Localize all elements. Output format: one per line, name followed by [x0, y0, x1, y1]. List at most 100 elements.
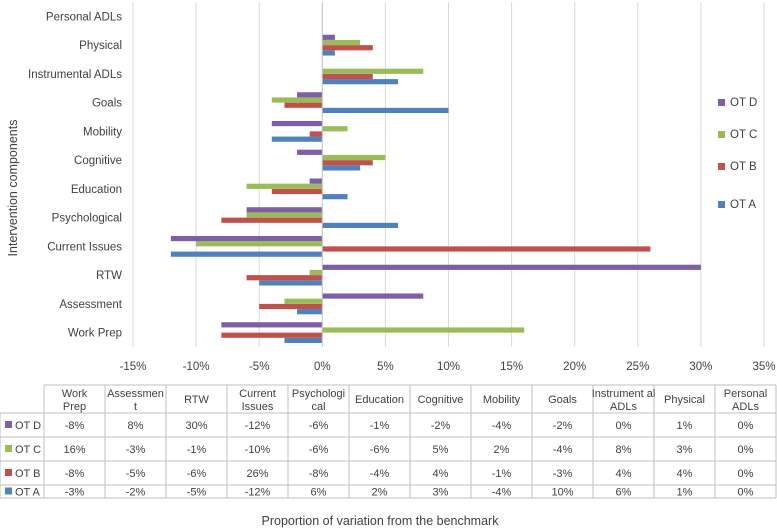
bar-ot-a-education [322, 194, 348, 200]
bar-ot-b-psychological [221, 217, 323, 223]
x-tick-label: 35% [752, 361, 775, 373]
category-label: Education [71, 184, 122, 196]
table-cell: 2% [494, 444, 510, 456]
table-cell: -5% [126, 468, 146, 480]
table-header: Assessmen t [107, 388, 164, 413]
bar-ot-b-education [271, 188, 323, 195]
legend-swatch [718, 131, 725, 138]
bar-ot-c-instrumental-adls [322, 68, 424, 74]
bar-ot-b-assessment [259, 303, 323, 310]
bar-ot-a-rtw [259, 280, 323, 286]
legend-label: OT D [730, 97, 757, 109]
table-cell: 30% [185, 420, 207, 432]
table-header: Instrument al ADLs [592, 388, 656, 413]
bars [170, 34, 701, 344]
bar-ot-d-current-issues [170, 235, 323, 242]
table-row-swatch [5, 421, 12, 428]
table-cell: -10% [245, 444, 271, 456]
bar-ot-c-cognitive [322, 154, 386, 161]
bar-ot-b-goals [284, 102, 323, 108]
x-tick-label: 0% [314, 361, 331, 373]
table-header: Psychologi cal [292, 388, 345, 413]
bar-ot-b-cognitive [322, 160, 373, 166]
category-label: Cognitive [74, 155, 122, 167]
bar-ot-d-cognitive [297, 149, 323, 155]
data-table: Work Prep Assessmen t RTW Current Issues Psycho… [0, 384, 777, 499]
bar-ot-d-psychological [246, 207, 323, 213]
table-cell: -6% [187, 468, 207, 480]
bar-ot-b-mobility [309, 131, 323, 137]
bar-ot-c-physical [322, 39, 361, 46]
category-label: Personal ADLs [46, 11, 122, 23]
table-cell: 1% [677, 420, 693, 432]
category-label: Mobility [83, 126, 122, 138]
bar-ot-c-current-issues [196, 241, 323, 247]
category-label: Psychological [52, 213, 122, 225]
bar-ot-a-psychological [322, 222, 399, 229]
bar-ot-d-assessment [322, 293, 424, 299]
legend: OT D OT C OT B OT A [718, 97, 757, 211]
table-cell: 3% [433, 487, 449, 499]
table-cell: 4% [616, 468, 632, 480]
table-cell: -12% [245, 420, 271, 432]
category-label: Assessment [59, 299, 122, 311]
table-cell: -8% [65, 420, 85, 432]
table-cell: -6% [309, 420, 329, 432]
table-cell: 0% [738, 444, 754, 456]
table-cell: 6% [616, 487, 632, 499]
table-cell: -4% [492, 420, 512, 432]
table-cell: 10% [551, 487, 573, 499]
table-cell: 0% [738, 420, 754, 432]
table-cell: 26% [246, 468, 268, 480]
bar-ot-a-goals [322, 107, 449, 114]
table-row-swatch [5, 445, 12, 452]
category-label: Work Prep [68, 328, 122, 340]
bar-ot-c-assessment [284, 298, 323, 304]
bar-ot-b-instrumental-adls [322, 73, 373, 80]
x-tick-label: 15% [500, 361, 523, 373]
x-tick-label: -10% [183, 361, 210, 373]
table-cell: 4% [677, 468, 693, 480]
category-label: Physical [79, 40, 122, 52]
table-cell: -4% [492, 487, 512, 499]
category-label: Goals [92, 98, 122, 110]
table-header: Goals [548, 394, 577, 406]
bar-ot-d-work-prep [221, 322, 323, 328]
table-header: Physical [664, 394, 705, 406]
table-row-swatch [5, 469, 12, 476]
table-row-label: OT D [15, 420, 41, 432]
legend-label: OT A [730, 199, 756, 211]
bar-ot-d-physical [322, 34, 335, 40]
bar-ot-a-assessment [297, 309, 323, 315]
table-header: Current Issues [239, 388, 276, 413]
table-cell: -6% [370, 444, 390, 456]
table-cell: 8% [616, 444, 632, 456]
table-cell: 8% [128, 420, 144, 432]
table-cell: -1% [187, 444, 207, 456]
bar-ot-a-current-issues [170, 251, 323, 257]
bar-ot-a-mobility [271, 136, 323, 142]
bar-ot-a-cognitive [322, 165, 361, 171]
bar-ot-c-education [246, 183, 323, 189]
table-cell: -5% [187, 487, 207, 499]
table-cell: 4% [433, 468, 449, 480]
table-cell: 0% [738, 487, 754, 499]
x-tick-label: -5% [249, 361, 269, 373]
bar-ot-b-work-prep [221, 332, 323, 338]
x-tick-label: 10% [437, 361, 460, 373]
bar-ot-d-goals [297, 92, 323, 98]
table-header: Mobility [483, 394, 521, 406]
x-tick-label: 5% [377, 361, 394, 373]
legend-swatch [718, 163, 725, 170]
x-tick-labels: -15% -10% -5% 0% 5% 10% 15% 20% 25% 30% 35% [120, 361, 776, 373]
table-cell: -3% [553, 468, 573, 480]
legend-swatch [718, 99, 725, 106]
x-tick-label: 25% [626, 361, 649, 373]
table-cell: 6% [311, 487, 327, 499]
bar-ot-c-rtw [309, 269, 323, 276]
gridlines [132, 2, 765, 347]
bar-ot-d-mobility [271, 120, 323, 127]
bar-ot-c-psychological [246, 212, 323, 218]
bar-ot-b-current-issues [322, 246, 651, 252]
